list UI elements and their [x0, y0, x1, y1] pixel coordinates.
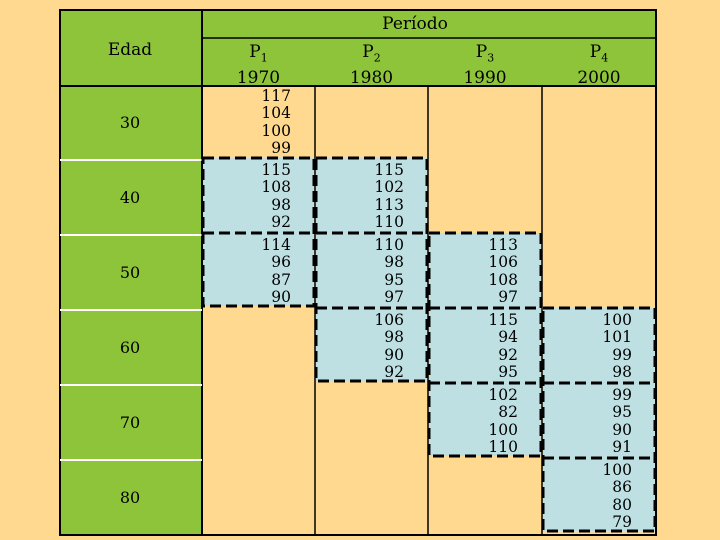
cell-value: 110 — [488, 437, 518, 456]
highlight-block-outline-4 — [541, 306, 657, 533]
highlight-block-outline-2 — [314, 156, 429, 383]
period-year: 1970 — [236, 68, 281, 89]
cell-value: 115 — [374, 161, 404, 179]
highlight-block-2 — [316, 158, 427, 381]
cell-value: 80 — [612, 495, 632, 514]
age-label-70: 70 — [119, 412, 141, 432]
cell-value: 102 — [488, 386, 518, 404]
cell-value: 82 — [498, 403, 518, 422]
period-index: 3 — [487, 51, 495, 65]
period-year: 1990 — [463, 68, 507, 89]
period-letter: P — [475, 42, 488, 62]
cell-value: 100 — [602, 461, 632, 479]
cell-value: 104 — [261, 104, 291, 123]
period-letter: P — [249, 42, 261, 62]
cell-value: 92 — [498, 345, 518, 364]
period-label: P1 — [209, 42, 309, 68]
period-year: 2000 — [577, 68, 621, 89]
cell-value: 113 — [374, 195, 404, 214]
highlight-block-4 — [543, 308, 655, 531]
period-header-4: P4 2000 — [549, 42, 649, 89]
highlight-block-3 — [429, 233, 541, 456]
period-header-2: P2 1980 — [322, 42, 422, 89]
table-border — [59, 9, 657, 536]
cell-value: 87 — [271, 270, 291, 289]
age-label-80: 80 — [119, 487, 141, 507]
cell-value: 100 — [261, 121, 291, 140]
cell-value: 99 — [271, 138, 291, 157]
age-column-background — [60, 10, 202, 535]
cell-value: 110 — [374, 212, 404, 231]
period-header-3: P3 1990 — [435, 42, 535, 89]
period-header-1: P1 1970 — [209, 42, 309, 89]
age-column-header: Edad — [107, 40, 153, 60]
period-label: P3 — [435, 42, 535, 68]
cell-value: 106 — [488, 253, 518, 272]
cell-value: 115 — [488, 311, 518, 329]
period-label: P2 — [322, 42, 422, 68]
cell-value: 99 — [612, 345, 632, 364]
cell-value: 106 — [374, 311, 404, 329]
cell-value: 90 — [612, 420, 632, 439]
age-label-30: 30 — [119, 113, 141, 132]
cell-value: 100 — [488, 420, 518, 439]
cell-value: 92 — [384, 362, 404, 381]
cell-value: 96 — [271, 253, 291, 272]
cell-value: 95 — [384, 270, 404, 289]
highlight-block-outline-3 — [427, 231, 543, 458]
highlight-block-outline-1 — [201, 156, 316, 308]
age-label-60: 60 — [119, 337, 141, 357]
cell-value: 99 — [612, 386, 632, 404]
period-super-header: Período — [382, 14, 448, 34]
cell-value: 98 — [271, 195, 291, 214]
age-label-50: 50 — [119, 262, 141, 282]
cell-value: 101 — [602, 328, 632, 347]
period-index: 1 — [260, 51, 268, 65]
cell-value: 113 — [488, 236, 518, 254]
age-label-40: 40 — [119, 187, 141, 207]
cell-value: 114 — [261, 236, 291, 254]
cell-value: 110 — [374, 236, 404, 254]
cell-value: 97 — [384, 287, 404, 306]
cell-value: 98 — [384, 328, 404, 347]
cell-value: 115 — [261, 161, 291, 179]
cell-value: 108 — [488, 270, 518, 289]
cell-value: 86 — [612, 478, 632, 497]
cell-value: 108 — [261, 178, 291, 197]
period-header-background — [202, 10, 656, 86]
cell-value: 94 — [498, 328, 518, 347]
cell-value: 91 — [612, 437, 632, 456]
period-index: 4 — [601, 51, 609, 65]
cell-value: 117 — [261, 87, 291, 105]
cell-value: 90 — [271, 287, 291, 306]
cell-value: 95 — [612, 403, 632, 422]
cell-value: 79 — [612, 512, 632, 531]
cell-value: 98 — [384, 253, 404, 272]
cell-value: 92 — [271, 212, 291, 231]
period-year: 1980 — [349, 68, 394, 89]
period-letter: P — [362, 42, 374, 62]
cell-value: 100 — [602, 311, 632, 329]
cell-value: 97 — [498, 287, 518, 306]
cell-value: 98 — [612, 362, 632, 381]
cell-value: 102 — [374, 178, 404, 197]
cell-value: 95 — [498, 362, 518, 381]
period-index: 2 — [373, 51, 381, 65]
period-letter: P — [589, 42, 602, 62]
period-label: P4 — [549, 42, 649, 68]
cell-value: 90 — [384, 345, 404, 364]
